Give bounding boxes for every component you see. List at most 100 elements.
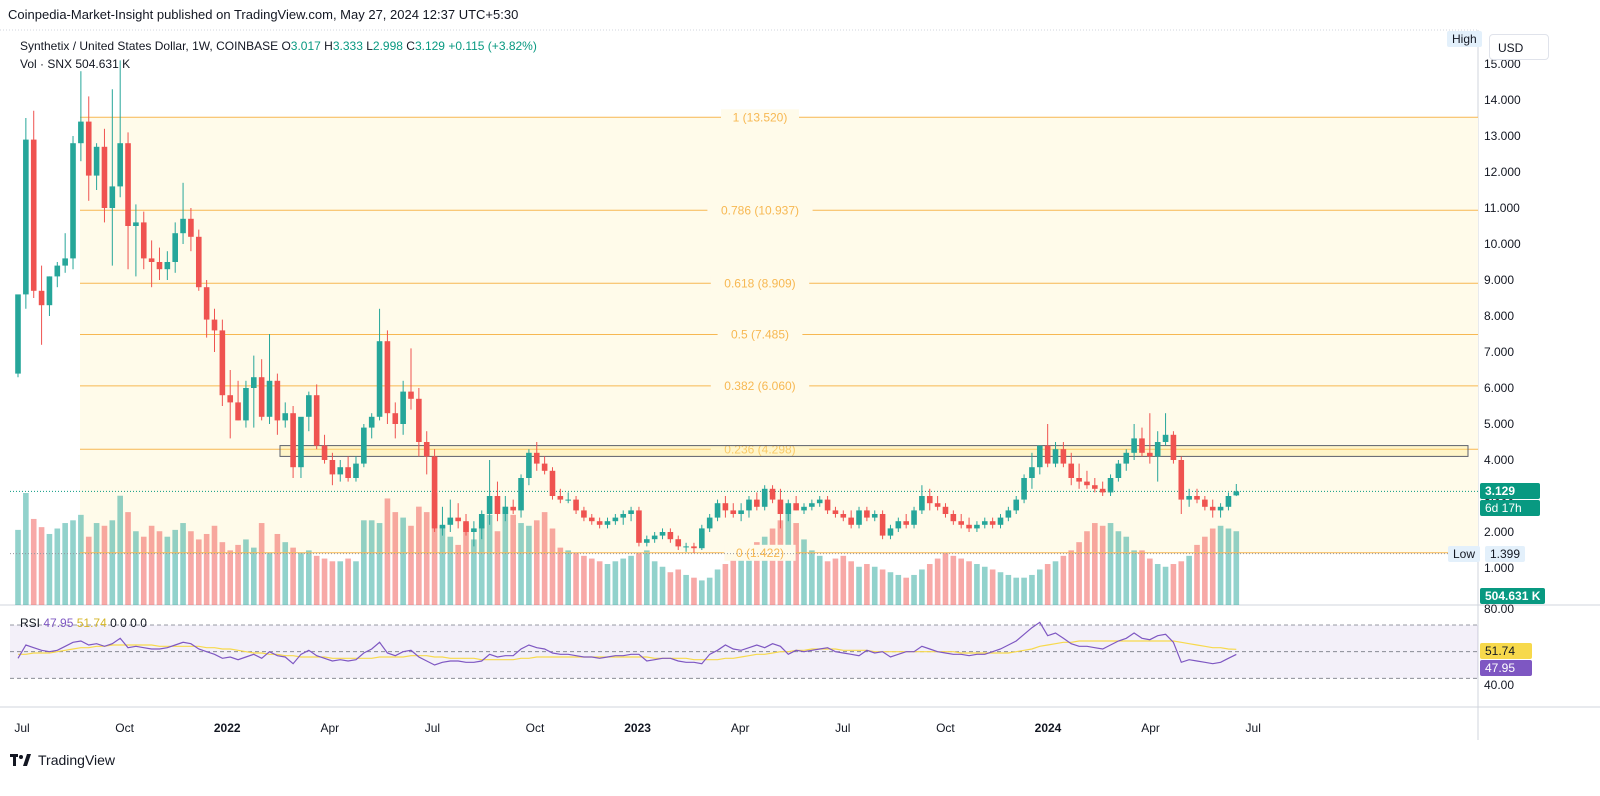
candle-body xyxy=(557,496,564,500)
volume-bar xyxy=(981,566,988,605)
volume-bar xyxy=(942,553,949,605)
candle-body xyxy=(85,121,92,176)
candle-body xyxy=(148,258,155,262)
price-axis-tick: 2.000 xyxy=(1484,525,1514,539)
ohlc-low: 2.998 xyxy=(372,39,403,53)
time-axis-tick: Oct xyxy=(115,721,134,735)
ohlc-low-label: L xyxy=(366,39,373,53)
candle-body xyxy=(1052,449,1059,464)
candle-body xyxy=(667,532,674,540)
candle-body xyxy=(604,521,611,525)
candle-body xyxy=(447,517,454,525)
candle-body xyxy=(1037,445,1043,468)
candle-body xyxy=(816,499,823,504)
candle-body xyxy=(439,524,446,529)
price-axis-tick: 12.000 xyxy=(1484,165,1521,179)
candle-body xyxy=(722,503,729,511)
volume-bar xyxy=(392,512,399,605)
fib-level-label: 0.5 (7.485) xyxy=(731,328,789,342)
countdown-badge: 6d 17h xyxy=(1480,500,1540,516)
candle-body xyxy=(423,442,430,457)
candle-body xyxy=(313,395,320,446)
candle-body xyxy=(620,514,627,518)
candle-body xyxy=(282,413,289,421)
volume-bar xyxy=(439,525,446,605)
candle-body xyxy=(298,416,304,468)
currency-selector[interactable]: USD xyxy=(1489,34,1549,60)
candle-body xyxy=(730,510,737,514)
volume-bar xyxy=(1139,550,1145,605)
volume-bar xyxy=(1052,561,1059,605)
volume-bar xyxy=(950,555,957,605)
volume-bar xyxy=(117,495,123,605)
volume-bar xyxy=(840,555,847,605)
volume-bar xyxy=(54,528,61,605)
volume-bar xyxy=(384,498,391,605)
volume-bar xyxy=(895,574,902,605)
volume-bar xyxy=(93,523,100,605)
candle-body xyxy=(958,521,964,525)
candle-body xyxy=(785,503,792,514)
time-axis-tick: Jul xyxy=(835,721,850,735)
volume-bar xyxy=(188,531,194,605)
candle-body xyxy=(54,265,61,277)
ohlc-open-label: O xyxy=(281,39,291,53)
candle-body xyxy=(573,499,579,511)
high-badge: High xyxy=(1447,31,1482,47)
price-axis-tick: 1.000 xyxy=(1484,561,1514,575)
volume-bar xyxy=(809,550,815,605)
volume-bar xyxy=(1194,544,1200,605)
volume-bar xyxy=(1060,555,1067,605)
candle-body xyxy=(1131,438,1137,453)
volume-badge: 504.631 K xyxy=(1480,588,1546,604)
ohlc-high: 3.333 xyxy=(332,39,363,53)
rsi-band xyxy=(10,625,1478,679)
candle-body xyxy=(329,460,336,475)
volume-bar xyxy=(1131,550,1137,605)
candle-body xyxy=(683,546,689,548)
volume-bar xyxy=(1029,574,1035,605)
rsi-zero-4: 0 xyxy=(140,616,147,630)
candle-body xyxy=(23,139,29,295)
volume-bar xyxy=(502,506,509,605)
tradingview-brand[interactable]: TradingView xyxy=(10,752,115,768)
volume-bar xyxy=(195,539,202,605)
price-axis-tick: 11.000 xyxy=(1484,201,1520,215)
candle-body xyxy=(746,499,752,511)
volume-bar xyxy=(1013,577,1020,605)
price-axis-tick: 10.000 xyxy=(1484,237,1521,251)
low-value-badge: 1.399 xyxy=(1485,546,1526,562)
candle-body xyxy=(1013,499,1020,511)
candle-body xyxy=(486,496,493,514)
tradingview-name: TradingView xyxy=(38,752,116,768)
candle-body xyxy=(408,391,414,399)
candle-body xyxy=(392,413,399,424)
volume-bar xyxy=(801,539,807,605)
volume-bar xyxy=(1225,528,1232,605)
candle-body xyxy=(188,218,194,237)
symbol-name: Synthetix / United States Dollar, 1W, CO… xyxy=(20,39,279,53)
candle-body xyxy=(974,524,980,529)
ohlc-close-label: C xyxy=(406,39,415,53)
candle-body xyxy=(871,514,878,518)
price-axis-tick-partial: 15.000 xyxy=(1484,57,1521,71)
candle-body xyxy=(321,445,328,460)
candle-body xyxy=(384,341,391,414)
volume-bar xyxy=(368,520,375,605)
volume-bar xyxy=(125,512,131,605)
candle-body xyxy=(510,506,516,511)
candle-body xyxy=(533,452,540,464)
volume-bar xyxy=(431,493,438,605)
candle-body xyxy=(848,517,854,525)
rsi-badge: 47.95 xyxy=(1480,660,1532,676)
rsi-value: 47.95 xyxy=(43,616,74,630)
candle-body xyxy=(596,521,603,525)
candle-body xyxy=(754,499,760,507)
volume-bar xyxy=(1084,531,1090,605)
candle-body xyxy=(431,456,438,529)
volume-bar xyxy=(376,523,383,605)
volume-bar xyxy=(746,547,752,605)
volume-bar xyxy=(156,531,163,605)
volume-bar xyxy=(133,531,139,605)
